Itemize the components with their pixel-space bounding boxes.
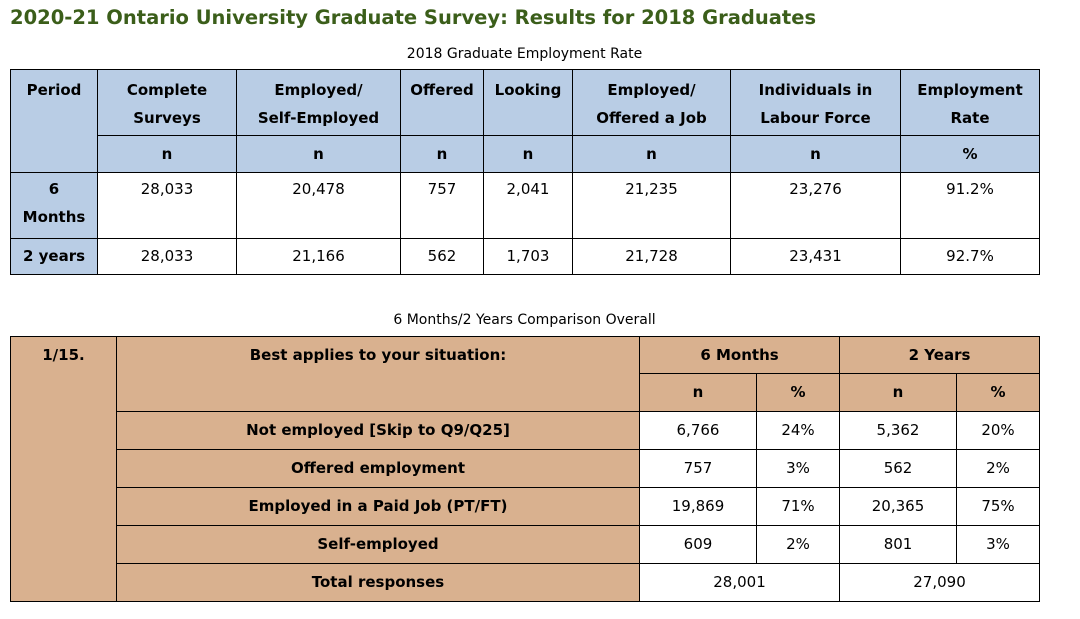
value-cell: 20,365: [839, 487, 958, 526]
total-6-months: 28,001: [638, 563, 841, 602]
value-cell: 1,703: [483, 238, 573, 275]
value-cell: 6,766: [639, 411, 757, 450]
value-cell: 19,869: [639, 487, 757, 526]
value-cell: 24%: [755, 411, 841, 450]
header-looking: Looking: [483, 69, 573, 136]
employment-table-caption: 2018 Graduate Employment Rate: [406, 46, 643, 62]
value-cell: 21,728: [572, 238, 731, 275]
unit-cell: n: [572, 135, 731, 173]
value-cell: 2%: [956, 449, 1041, 488]
header-employment-rate: Employment Rate: [900, 69, 1040, 136]
row-label: Self-employed: [116, 525, 640, 564]
value-cell: 91.2%: [900, 172, 1040, 239]
header-2-years: 2 Years: [839, 336, 1041, 374]
header-row: 1/15. Best applies to your situation: 6 …: [10, 336, 1041, 602]
header-complete-surveys: Complete Surveys: [97, 69, 237, 136]
row-label: Employed in a Paid Job (PT/FT): [116, 487, 640, 526]
table-row: 6 Months 28,033 20,478 757 2,041 21,235 …: [10, 172, 1040, 239]
subheader-pct: %: [755, 373, 841, 412]
table-row: 2 years 28,033 21,166 562 1,703 21,728 2…: [10, 238, 1040, 275]
value-cell: 609: [639, 525, 757, 564]
question-id-cell: 1/15.: [10, 336, 117, 602]
value-cell: 2,041: [483, 172, 573, 239]
table-row: Offered employment 757 3% 562 2%: [11, 449, 1041, 488]
employment-rate-table: Period Complete Surveys Employed/ Self-E…: [10, 69, 1040, 275]
value-cell: 92.7%: [900, 238, 1040, 275]
page-title: 2020-21 Ontario University Graduate Surv…: [10, 6, 817, 29]
value-cell: 28,033: [97, 172, 237, 239]
value-cell: 562: [839, 449, 958, 488]
table-row: Not employed [Skip to Q9/Q25] 6,766 24% …: [11, 411, 1041, 450]
value-cell: 3%: [956, 525, 1041, 564]
header-period: Period: [10, 69, 98, 173]
unit-cell: n: [400, 135, 484, 173]
value-cell: 71%: [755, 487, 841, 526]
unit-cell: n: [236, 135, 401, 173]
table-row: Employed in a Paid Job (PT/FT) 19,869 71…: [11, 487, 1041, 526]
question-cell: Best applies to your situation:: [116, 336, 640, 412]
row-label: Not employed [Skip to Q9/Q25]: [116, 411, 640, 450]
header-employed-self-employed: Employed/ Self-Employed: [236, 69, 401, 136]
unit-cell: %: [900, 135, 1040, 173]
value-cell: 28,033: [97, 238, 237, 275]
subheader-n: n: [839, 373, 958, 412]
period-cell: 6 Months: [10, 172, 98, 239]
value-cell: 21,166: [236, 238, 401, 275]
comparison-table: 1/15. Best applies to your situation: 6 …: [10, 336, 1041, 602]
unit-cell: n: [483, 135, 573, 173]
value-cell: 20,478: [236, 172, 401, 239]
value-cell: 23,431: [730, 238, 901, 275]
header-employed-offered-job: Employed/ Offered a Job: [572, 69, 731, 136]
value-cell: 23,276: [730, 172, 901, 239]
header-6-months: 6 Months: [638, 336, 841, 374]
comparison-table-caption: 6 Months/2 Years Comparison Overall: [393, 312, 656, 328]
table-row: Self-employed 609 2% 801 3%: [11, 525, 1041, 564]
total-row: Total responses 28,001 27,090: [11, 563, 1041, 602]
header-row: Period Complete Surveys Employed/ Self-E…: [10, 69, 1040, 173]
units-row: n n n n n n %: [11, 135, 1040, 173]
value-cell: 757: [400, 172, 484, 239]
value-cell: 757: [639, 449, 757, 488]
subheader-pct: %: [956, 373, 1041, 412]
value-cell: 801: [839, 525, 958, 564]
subheader-row: n % n %: [11, 373, 1041, 412]
period-cell: 2 years: [10, 238, 98, 275]
unit-cell: n: [730, 135, 901, 173]
total-2-years: 27,090: [839, 563, 1041, 602]
subheader-n: n: [639, 373, 757, 412]
header-labour-force: Individuals in Labour Force: [730, 69, 901, 136]
header-offered: Offered: [400, 69, 484, 136]
unit-cell: n: [97, 135, 237, 173]
row-label: Offered employment: [116, 449, 640, 488]
value-cell: 3%: [755, 449, 841, 488]
value-cell: 75%: [956, 487, 1041, 526]
total-label: Total responses: [116, 563, 640, 602]
value-cell: 562: [400, 238, 484, 275]
value-cell: 2%: [755, 525, 841, 564]
value-cell: 5,362: [839, 411, 958, 450]
value-cell: 20%: [956, 411, 1041, 450]
value-cell: 21,235: [572, 172, 731, 239]
